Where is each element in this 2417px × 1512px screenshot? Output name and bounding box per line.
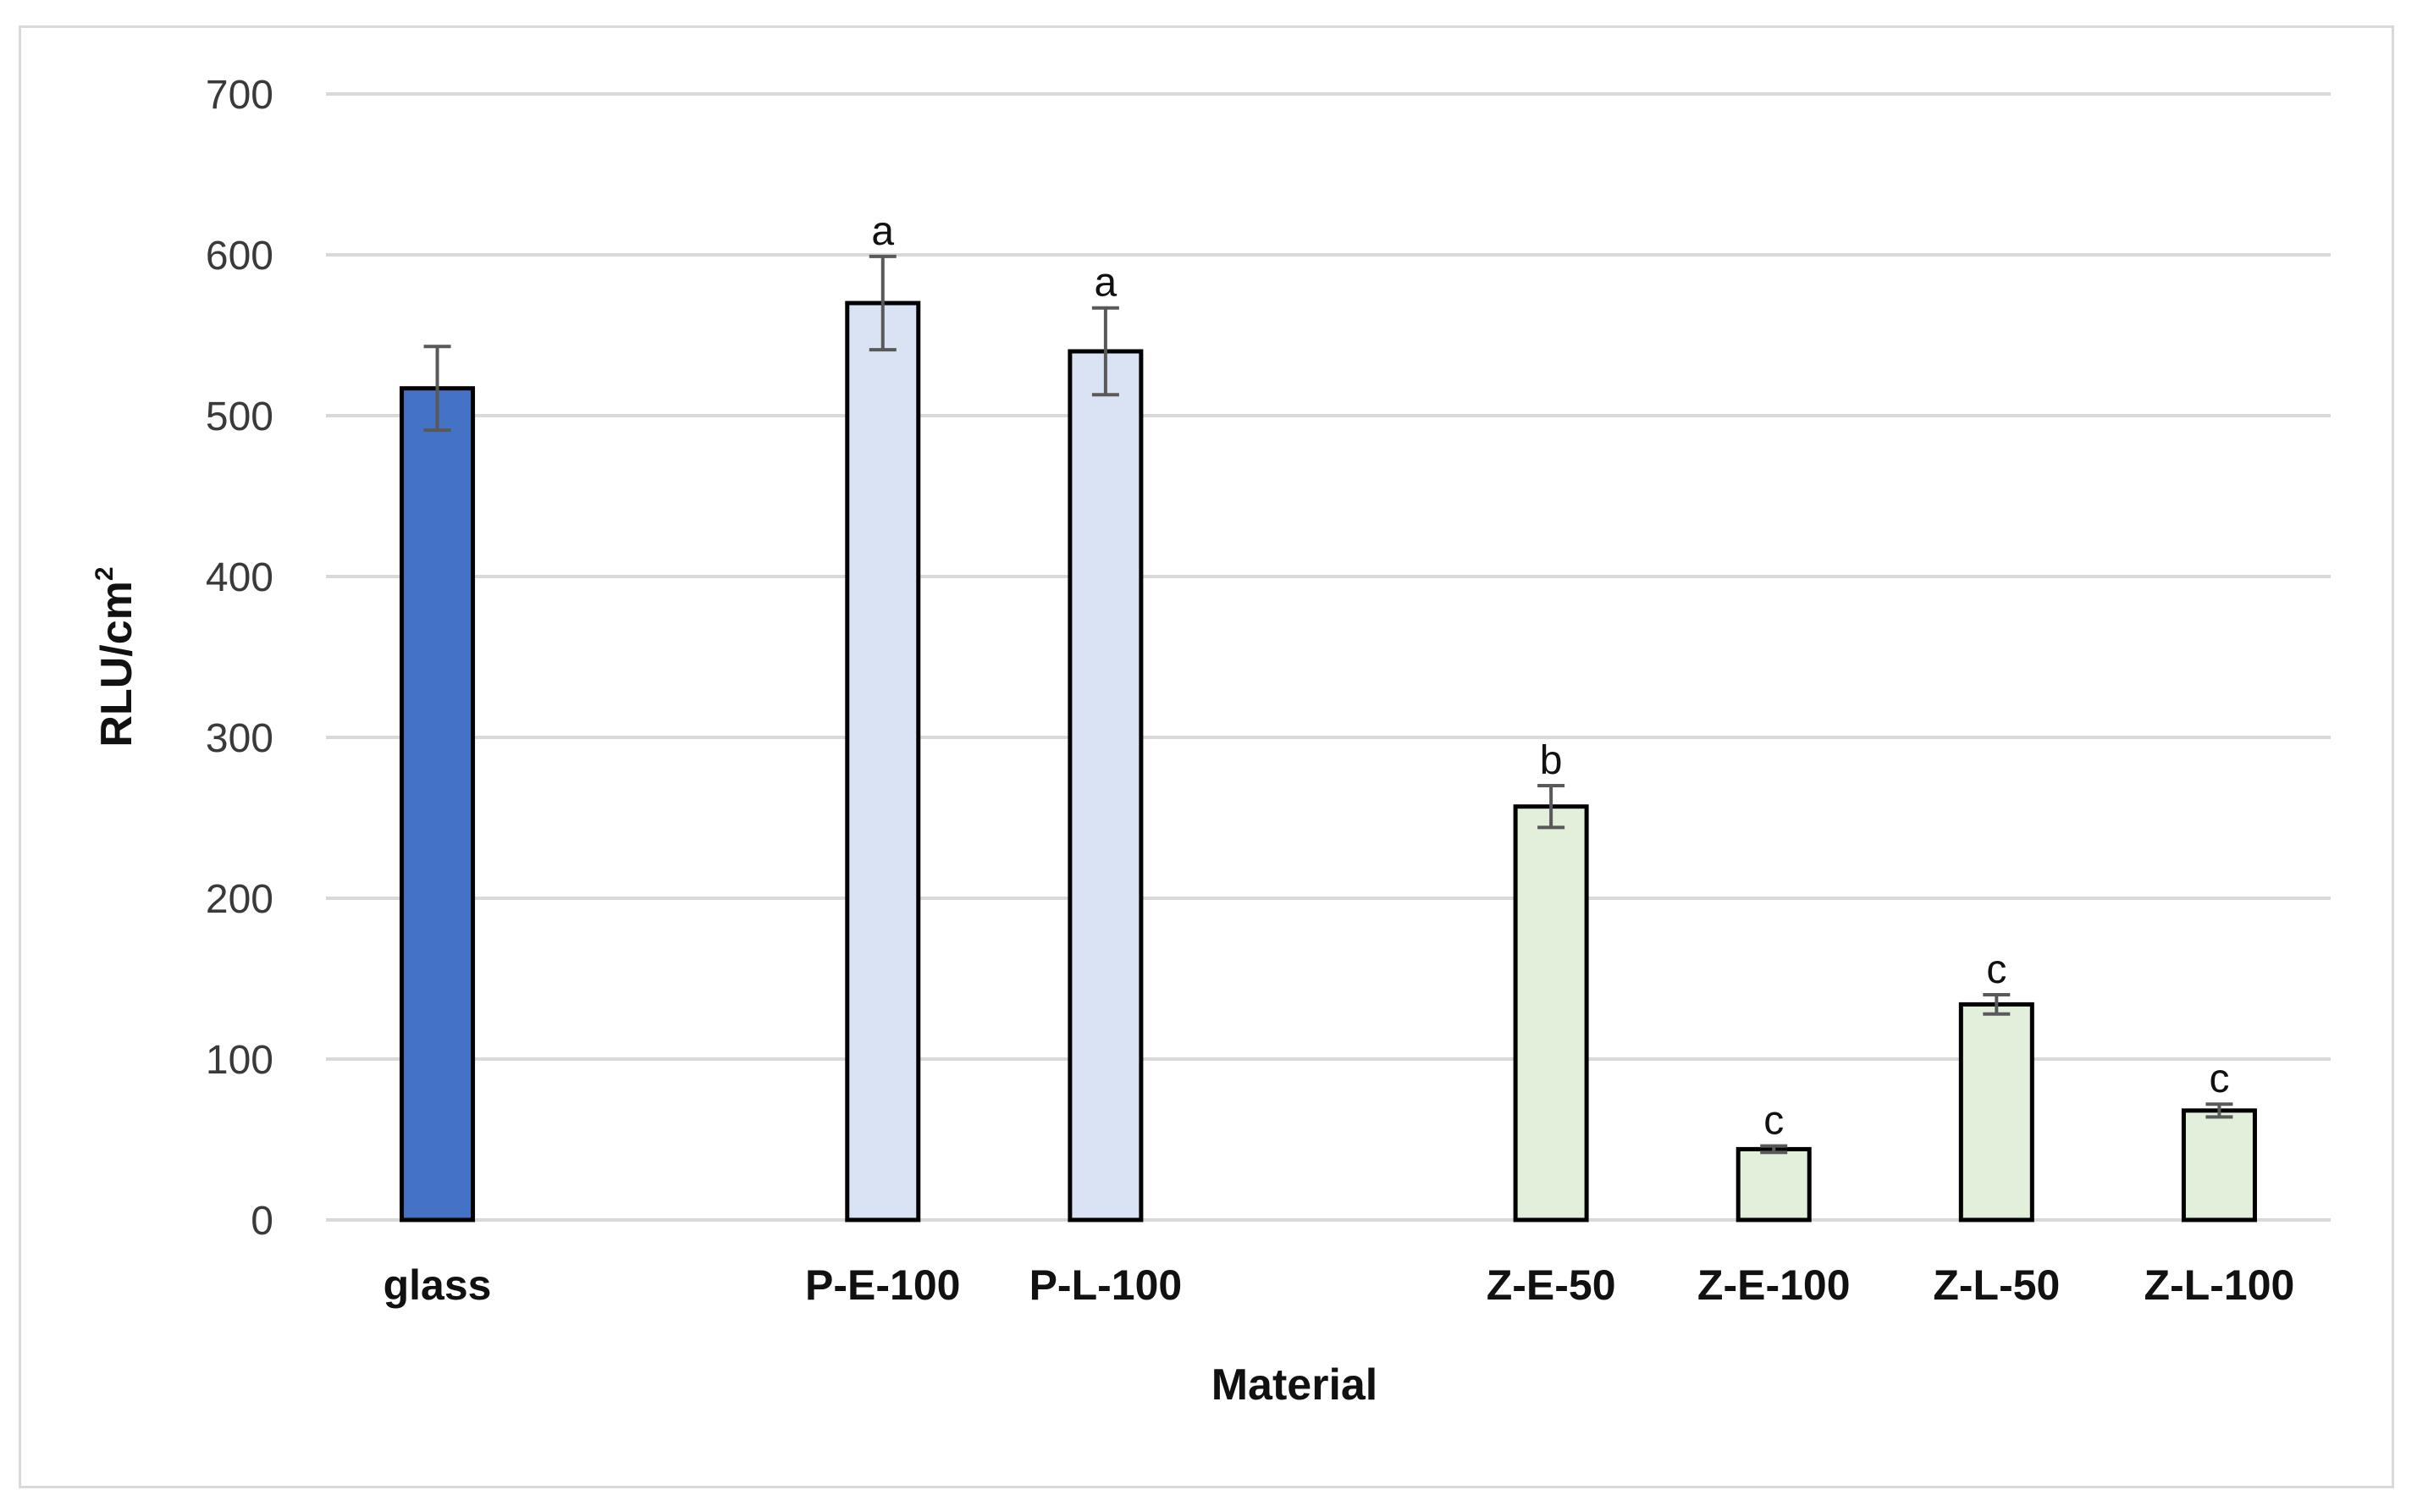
y-tick-label: 0 (251, 1199, 273, 1244)
labels: 0 100 200 300 400 500 600 700 glass P-E-100 a P-L-1… (206, 73, 2294, 1309)
significance-label: a (1095, 261, 1117, 306)
y-axis-title-text: RLU/cm (92, 581, 141, 747)
grid-lines (326, 92, 2331, 1222)
significance-label: c (2209, 1057, 2229, 1101)
y-tick-label: 200 (206, 877, 273, 922)
bar-Z-L-50 (1958, 1002, 2034, 1222)
x-tick-label: Z-E-100 (1697, 1261, 1851, 1309)
x-tick-label: P-E-100 (805, 1261, 960, 1309)
error-bar (1537, 784, 1565, 830)
y-tick-label: 500 (206, 395, 273, 439)
bar-Z-E-50 (1513, 804, 1589, 1222)
significance-label: a (871, 209, 894, 254)
error-bar (1983, 993, 2011, 1016)
y-tick-label: 700 (206, 73, 273, 118)
x-tick-label: Z-L-100 (2144, 1261, 2295, 1309)
y-axis-title-superscript: 2 (91, 566, 119, 581)
y-tick-label: 400 (206, 555, 273, 600)
error-bar (423, 345, 451, 433)
error-bar (869, 254, 897, 352)
chart-frame: 0 100 200 300 400 500 600 700 glass P-E-100 a P-L-1… (19, 25, 2394, 1488)
bar-P-L-100 (1068, 349, 1144, 1222)
bar-chart: 0 100 200 300 400 500 600 700 glass P-E-100 a P-L-1… (91, 73, 2331, 1410)
error-bar (1760, 1144, 1788, 1155)
x-axis-title: Material (1211, 1360, 1378, 1410)
bars (400, 254, 2257, 1222)
x-tick-label: Z-L-50 (1933, 1261, 2060, 1309)
error-bar (1091, 306, 1119, 397)
bar-P-E-100 (845, 301, 921, 1222)
y-tick-label: 100 (206, 1038, 273, 1083)
y-tick-label: 600 (206, 234, 273, 279)
x-tick-label: Z-E-50 (1487, 1261, 1616, 1309)
significance-label: b (1540, 738, 1563, 783)
significance-label: c (1986, 947, 2006, 992)
bar-Z-L-100 (2181, 1108, 2257, 1222)
significance-label: c (1763, 1099, 1784, 1144)
x-tick-label: glass (384, 1261, 492, 1309)
bar-Z-E-100 (1735, 1146, 1812, 1222)
y-axis-title: RLU/cm2 (91, 566, 141, 747)
bar-glass (400, 386, 476, 1222)
error-bar (2205, 1102, 2233, 1119)
x-tick-label: P-L-100 (1029, 1261, 1183, 1309)
y-tick-label: 300 (206, 716, 273, 761)
